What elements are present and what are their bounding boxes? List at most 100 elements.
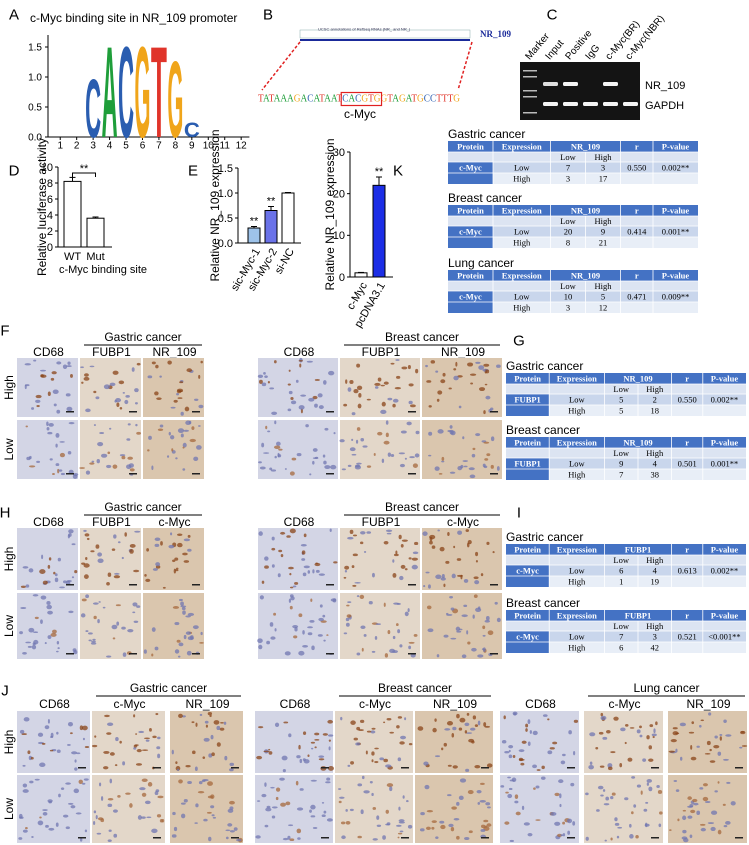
cell-stain	[479, 799, 486, 803]
cell-stain	[157, 736, 161, 740]
cell-stain	[465, 768, 470, 772]
cell-stain	[29, 780, 34, 784]
cell-stain	[177, 542, 183, 548]
nucleotide: C	[430, 94, 437, 105]
cell-stain	[333, 561, 338, 564]
cell-stain	[527, 832, 533, 837]
cell-stain	[68, 610, 74, 614]
cell-stain	[482, 625, 486, 630]
scale-bar	[735, 837, 743, 839]
cell-stain	[357, 783, 363, 787]
cell-stain	[137, 815, 142, 820]
nucleotide: T	[448, 94, 454, 105]
cell-stain	[194, 766, 198, 771]
cell-stain	[314, 732, 320, 736]
cell-stain	[723, 758, 729, 761]
nucleotide: A	[263, 94, 270, 105]
cell-stain	[196, 445, 202, 450]
cell-stain	[191, 721, 195, 724]
cell-stain	[596, 809, 600, 812]
x-tick-label: 4	[107, 141, 113, 152]
count: 9	[619, 458, 623, 468]
cell-stain	[408, 645, 412, 650]
cell-stain	[59, 586, 65, 589]
cell-stain	[174, 622, 180, 626]
cell-stain	[614, 817, 618, 822]
cell-stain	[428, 454, 432, 457]
cell-stain	[192, 750, 196, 755]
cell-stain	[307, 754, 310, 757]
cell-stain	[714, 735, 718, 739]
cell-stain	[107, 839, 112, 843]
cell-stain	[81, 381, 84, 384]
cell-stain	[276, 441, 281, 446]
cell-stain	[319, 604, 323, 608]
cell-stain	[652, 736, 655, 739]
cell-stain	[333, 432, 336, 435]
cell-stain	[465, 732, 473, 734]
cell-stain	[392, 650, 398, 654]
cell-stain	[352, 534, 358, 537]
cell-stain	[366, 531, 372, 534]
cell-stain	[600, 715, 607, 721]
cell-stain	[135, 763, 143, 766]
cell-stain	[125, 792, 131, 795]
cell-stain	[40, 595, 47, 600]
cell-stain	[456, 630, 462, 633]
cell-stain	[485, 395, 491, 400]
cell-stain	[444, 728, 451, 731]
cell-stain	[527, 741, 531, 746]
cell-stain	[383, 381, 389, 385]
cell-stain	[93, 424, 97, 426]
y-tick-label: 0.5	[218, 213, 233, 225]
cell-stain	[271, 815, 276, 819]
cell-stain	[280, 802, 286, 807]
cell-stain	[39, 762, 46, 768]
cell-stain	[47, 635, 52, 639]
cell-stain	[469, 474, 476, 479]
expression: Low	[569, 394, 585, 404]
cell-stain	[314, 456, 319, 459]
cell-stain	[668, 750, 675, 753]
cell-stain	[83, 529, 87, 532]
panel-label: G	[513, 332, 525, 349]
cell-stain	[143, 649, 147, 654]
cell-stain	[370, 730, 376, 734]
cell-stain	[186, 368, 193, 373]
cell-stain	[199, 713, 203, 716]
cell-stain	[183, 560, 190, 563]
cell-stain	[458, 795, 464, 801]
cell-stain	[397, 836, 400, 839]
cell-stain	[288, 566, 294, 570]
cell-stain	[117, 541, 121, 544]
cell-stain	[32, 594, 39, 597]
tissue-image	[80, 593, 141, 659]
column-header: Protein	[514, 544, 541, 554]
cell-stain	[725, 734, 732, 737]
cell-stain	[206, 811, 212, 814]
cell-stain	[453, 817, 460, 821]
cell-stain	[400, 735, 407, 740]
cell-stain	[162, 586, 166, 589]
cell-stain	[81, 598, 87, 602]
cell-stain	[104, 714, 110, 718]
cell-stain	[65, 782, 71, 785]
cell-stain	[122, 391, 126, 394]
cell-stain	[446, 721, 454, 726]
cell-stain	[434, 466, 440, 471]
column-header: Expression	[557, 373, 597, 383]
significance: **	[267, 195, 276, 207]
subheader: Low	[613, 621, 629, 631]
subheader-row	[448, 216, 698, 226]
cell-stain	[116, 621, 120, 626]
cell-stain	[52, 389, 59, 395]
expression: High	[568, 405, 586, 415]
cell-stain	[321, 814, 326, 818]
column-header: NR_109	[571, 141, 600, 151]
cell-stain	[208, 836, 212, 842]
scale-bar	[78, 767, 86, 769]
cell-stain	[679, 756, 683, 761]
scale-bar	[490, 473, 498, 475]
scale-bar	[408, 653, 416, 655]
cell-stain	[72, 474, 78, 479]
